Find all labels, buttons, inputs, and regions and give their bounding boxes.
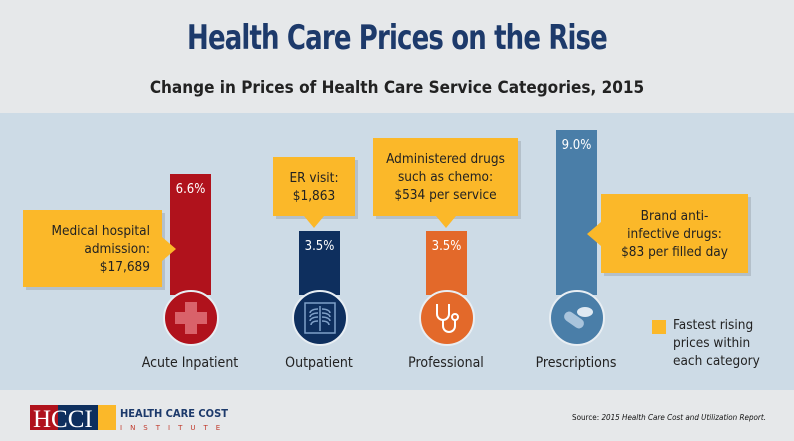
pills-icon [549, 290, 605, 346]
category-label: Outpatient [285, 355, 353, 371]
bar-outpatient: 3.5% [299, 230, 340, 295]
stethoscope-icon [419, 290, 475, 346]
callout-pointer [162, 236, 176, 261]
hcci-logo: HCCI HEALTH CARE COST INSTITUTE [30, 403, 250, 437]
callout-pointer [587, 221, 601, 246]
medical-cross-icon [163, 290, 219, 346]
bar-acute-inpatient: 6.6% [170, 174, 211, 295]
legend-text: Fastest rising prices within each catego… [673, 317, 760, 369]
bar-prescriptions: 9.0% [556, 130, 597, 295]
page-title: Health Care Prices on the Rise [187, 18, 608, 58]
category-label: Acute Inpatient [141, 355, 239, 371]
xray-ribcage-icon [292, 290, 348, 346]
svg-text:HEALTH CARE COST: HEALTH CARE COST [120, 407, 228, 420]
callout: Administered drugs such as chemo: $534 per… [373, 138, 518, 216]
category-label: Prescriptions [535, 355, 617, 371]
bar-value-label: 3.5% [431, 238, 462, 254]
callout: Medical hospital admission: $17,689 [23, 210, 162, 287]
callout-pointer [304, 216, 324, 228]
legend-swatch [652, 320, 666, 334]
callout: ER visit: $1,863 [273, 157, 355, 216]
callout: Brand anti-infective drugs: $83 per fille… [601, 194, 748, 273]
page-subtitle: Change in Prices of Health Care Service … [149, 78, 645, 98]
svg-text:HCCI: HCCI [33, 406, 93, 433]
callout-pointer [435, 216, 456, 228]
bar-value-label: 9.0% [561, 138, 592, 154]
category-label: Professional [408, 355, 484, 371]
bar-value-label: 3.5% [304, 238, 335, 254]
bar-professional: 3.5% [426, 230, 467, 295]
svg-text:INSTITUTE: INSTITUTE [120, 424, 228, 432]
source-note: Source: 2015 Health Care Cost and Utiliz… [572, 413, 766, 422]
bar-value-label: 6.6% [175, 182, 206, 198]
